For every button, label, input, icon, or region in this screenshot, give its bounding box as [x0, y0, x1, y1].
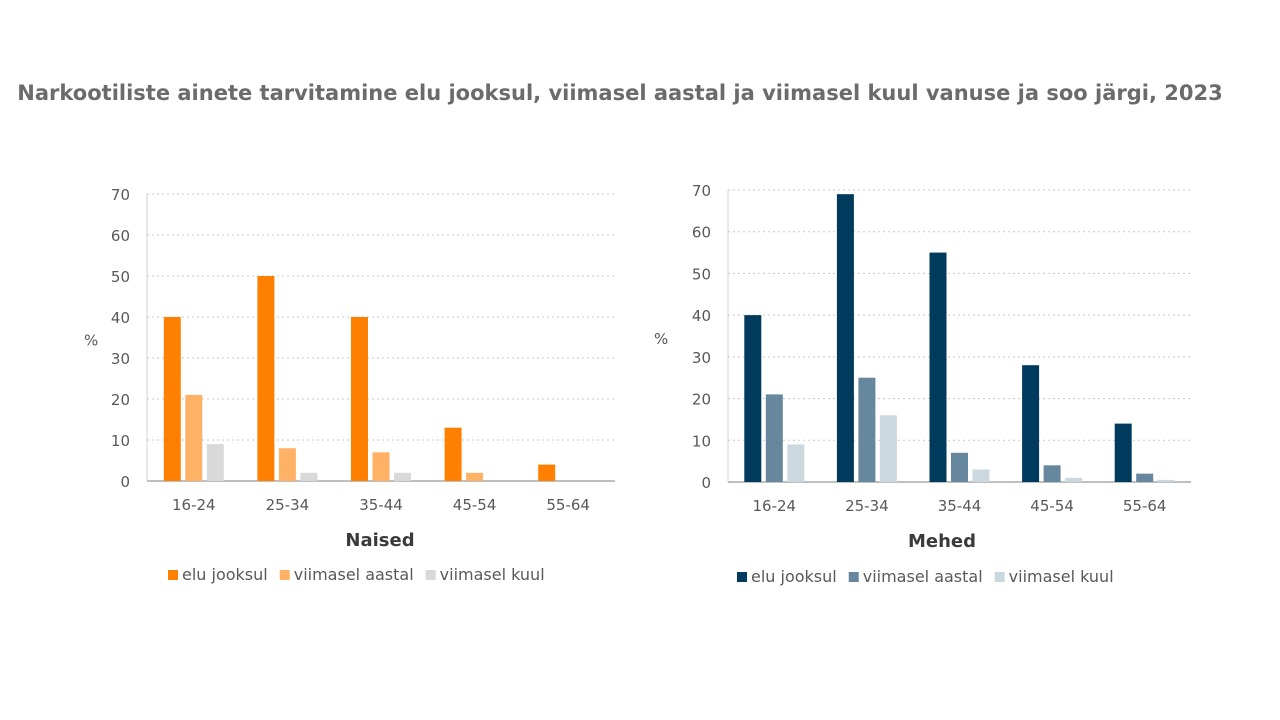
- legend-item: viimasel kuul: [994, 567, 1114, 586]
- bar: [163, 317, 181, 481]
- y-tick-label: 70: [111, 186, 130, 204]
- bar: [1157, 479, 1175, 482]
- chart-subtitle: Mehed: [908, 531, 976, 552]
- chart-naised: 0 10 20 30 40 50 60 70% 16-24 25-34 35-44 45-54 55-6…: [84, 186, 615, 584]
- x-tick-label: 16-24: [753, 497, 797, 515]
- chart-subtitle: Naised: [345, 530, 414, 551]
- bar: [787, 444, 805, 482]
- y-tick-label: 40: [692, 307, 711, 325]
- bar: [257, 276, 275, 481]
- legend-item: viimasel aastal: [279, 565, 414, 584]
- legend-label: elu jooksul: [751, 567, 837, 586]
- x-tick-label: 55-64: [1123, 497, 1167, 515]
- bar: [206, 444, 224, 481]
- legend-item: viimasel kuul: [425, 565, 545, 584]
- y-tick-label: 30: [692, 349, 711, 367]
- legend-swatch: [848, 572, 859, 582]
- bar: [1065, 477, 1083, 482]
- bar: [972, 469, 990, 482]
- legend-swatch: [279, 570, 290, 580]
- bar: [744, 315, 762, 482]
- y-tick-label: 50: [111, 268, 130, 286]
- legend-swatch: [425, 570, 436, 580]
- bar: [538, 464, 556, 481]
- y-tick-label: 40: [111, 309, 130, 327]
- legend-label: viimasel kuul: [1009, 567, 1114, 586]
- legend-item: elu jooksul: [168, 565, 268, 584]
- x-tick-label: 55-64: [546, 496, 590, 514]
- x-tick-label: 35-44: [359, 496, 403, 514]
- bar: [1043, 465, 1061, 482]
- y-tick-label: 0: [120, 473, 130, 491]
- y-tick-label: 30: [111, 350, 130, 368]
- y-axis-label: %: [654, 330, 668, 348]
- y-tick-label: 50: [692, 265, 711, 283]
- bar: [394, 472, 411, 481]
- bar: [444, 427, 462, 481]
- y-tick-label: 10: [111, 432, 130, 450]
- y-tick-label: 20: [692, 391, 711, 409]
- x-tick-label: 45-54: [453, 496, 497, 514]
- x-tick-label: 35-44: [938, 497, 982, 515]
- bar: [879, 415, 897, 482]
- bar: [1136, 473, 1154, 482]
- legend-swatch: [994, 572, 1005, 582]
- y-tick-label: 20: [111, 391, 130, 409]
- legend-swatch: [168, 570, 178, 580]
- bar: [951, 452, 968, 482]
- bar: [466, 472, 484, 481]
- legend-label: elu jooksul: [182, 565, 268, 584]
- y-tick-label: 60: [111, 227, 130, 245]
- x-tick-label: 25-34: [266, 496, 310, 514]
- bar: [1114, 423, 1132, 482]
- y-tick-label: 60: [692, 224, 711, 242]
- bar: [351, 317, 368, 481]
- bar: [929, 252, 947, 482]
- legend-label: viimasel kuul: [440, 565, 545, 584]
- legend-label: viimasel aastal: [294, 565, 414, 584]
- x-tick-label: 45-54: [1030, 497, 1074, 515]
- bar: [300, 472, 318, 481]
- bar: [278, 448, 296, 481]
- bar: [858, 377, 876, 482]
- x-tick-label: 16-24: [172, 496, 216, 514]
- legend-label: viimasel aastal: [863, 567, 983, 586]
- bar: [1022, 365, 1040, 482]
- bar: [765, 394, 783, 482]
- legend-item: elu jooksul: [737, 567, 837, 586]
- bar: [372, 452, 390, 481]
- legend-swatch: [737, 572, 747, 582]
- y-tick-label: 10: [692, 432, 711, 450]
- y-tick-label: 0: [701, 474, 711, 492]
- y-tick-label: 70: [692, 182, 711, 200]
- x-tick-label: 25-34: [845, 497, 889, 515]
- legend-item: viimasel aastal: [848, 567, 983, 586]
- bar: [185, 394, 203, 481]
- chart-mehed: 0 10 20 30 40 50 60 70% 16-24 25-34 35-44 45-54 55-6…: [654, 182, 1191, 586]
- bar: [836, 194, 854, 482]
- chart-title: Narkootiliste ainete tarvitamine elu joo…: [17, 81, 1223, 105]
- y-axis-label: %: [84, 332, 98, 350]
